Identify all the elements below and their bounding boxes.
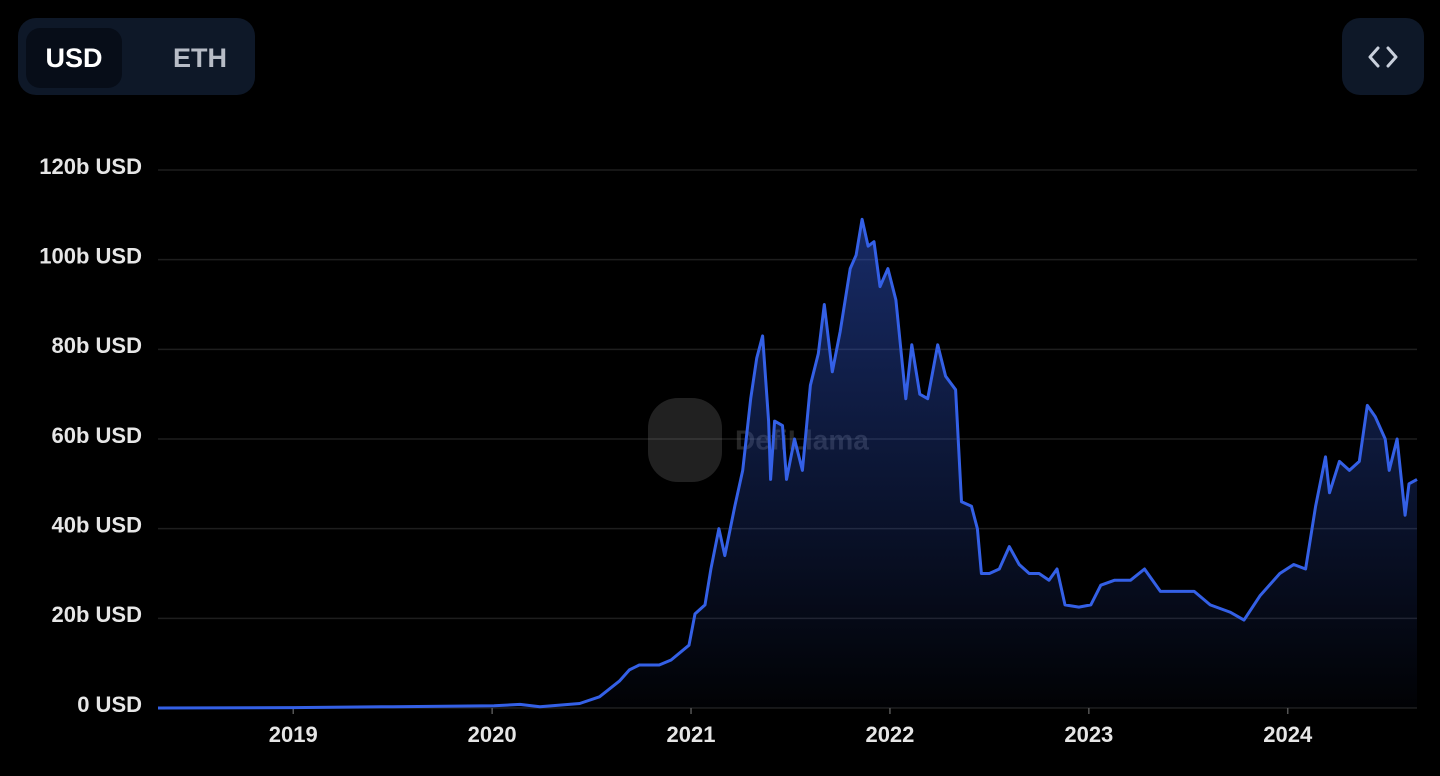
toggle-usd[interactable]: USD: [26, 28, 122, 88]
area-line: [157, 217, 1418, 710]
y-tick-label: 0 USD: [77, 692, 142, 717]
y-tick-label: 40b USD: [52, 512, 142, 537]
currency-toggle: USD ETH: [18, 18, 255, 95]
x-tick-label: 2023: [1064, 722, 1113, 747]
embed-icon: [1368, 46, 1398, 68]
x-tick-label: 2022: [865, 722, 914, 747]
x-tick-label: 2019: [269, 722, 318, 747]
y-tick-label: 100b USD: [39, 243, 142, 268]
area-fill: [158, 219, 1417, 709]
x-tick-label: 2021: [667, 722, 716, 747]
embed-button[interactable]: [1342, 18, 1424, 95]
y-tick-label: 60b USD: [52, 423, 142, 448]
y-tick-label: 120b USD: [39, 154, 142, 179]
x-tick-label: 2020: [468, 722, 517, 747]
toggle-eth[interactable]: ETH: [173, 43, 227, 73]
y-tick-label: 20b USD: [52, 602, 142, 627]
x-tick-label: 2024: [1263, 722, 1313, 747]
y-tick-label: 80b USD: [52, 333, 142, 358]
